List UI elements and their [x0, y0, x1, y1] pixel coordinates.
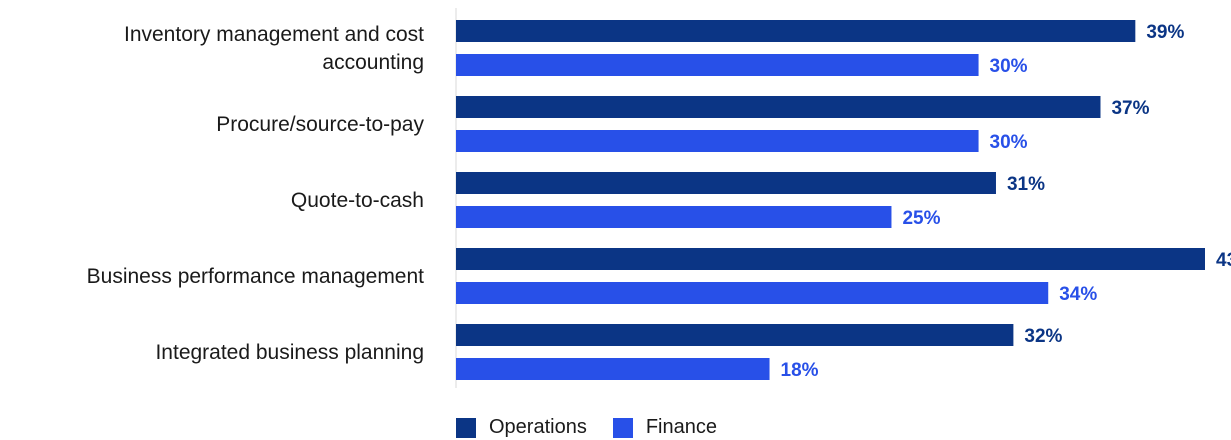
bar-finance-4: [456, 358, 770, 380]
value-label-finance-0: 30%: [990, 56, 1028, 77]
bar-operations-1: [456, 96, 1101, 118]
bar-operations-3: [456, 248, 1205, 270]
value-label-operations-0: 39%: [1146, 22, 1184, 43]
bar-operations-2: [456, 172, 996, 194]
legend-swatch-finance: [612, 417, 633, 438]
category-label-line: Procure/source-to-pay: [216, 113, 424, 136]
value-label-operations-2: 31%: [1007, 174, 1045, 195]
category-label-3: Business performance management: [87, 265, 425, 288]
category-labels: Inventory management and cost accounting P…: [87, 23, 425, 364]
category-label-line: Inventory management and cost: [124, 23, 424, 46]
bar-finance-3: [456, 282, 1049, 304]
legend-label-finance: Finance: [645, 416, 717, 438]
category-label-line: Business performance management: [87, 265, 425, 288]
bars: [456, 20, 1205, 380]
value-label-operations-4: 32%: [1024, 326, 1062, 347]
category-label-2: Quote-to-cash: [291, 189, 424, 212]
category-label-line: accounting: [322, 51, 424, 74]
value-label-finance-1: 30%: [990, 132, 1028, 153]
legend-swatch-operations: [456, 417, 476, 438]
legend-item-operations: Operations: [456, 416, 587, 439]
value-label-finance-4: 18%: [781, 360, 819, 381]
value-labels: 39% 30% 37% 30% 31% 25% 43% 34% 32% 18%: [781, 22, 1231, 381]
category-label-line: Quote-to-cash: [291, 189, 424, 212]
legend: Operations Finance: [456, 416, 743, 439]
legend-label-operations: Operations: [489, 416, 587, 438]
category-label-1: Procure/source-to-pay: [216, 113, 424, 136]
value-label-finance-3: 34%: [1059, 284, 1097, 305]
category-label-0: Inventory management and cost accounting: [124, 23, 424, 74]
category-label-4: Integrated business planning: [155, 341, 424, 364]
bar-finance-2: [456, 206, 892, 228]
bar-finance-0: [456, 54, 979, 76]
legend-item-finance: Finance: [612, 416, 717, 439]
category-label-line: Integrated business planning: [155, 341, 424, 364]
value-label-operations-1: 37%: [1111, 98, 1149, 119]
value-label-finance-2: 25%: [902, 208, 940, 229]
bar-finance-1: [456, 130, 979, 152]
bar-operations-0: [456, 20, 1136, 42]
value-label-operations-3: 43%: [1216, 250, 1231, 271]
bar-operations-4: [456, 324, 1014, 346]
